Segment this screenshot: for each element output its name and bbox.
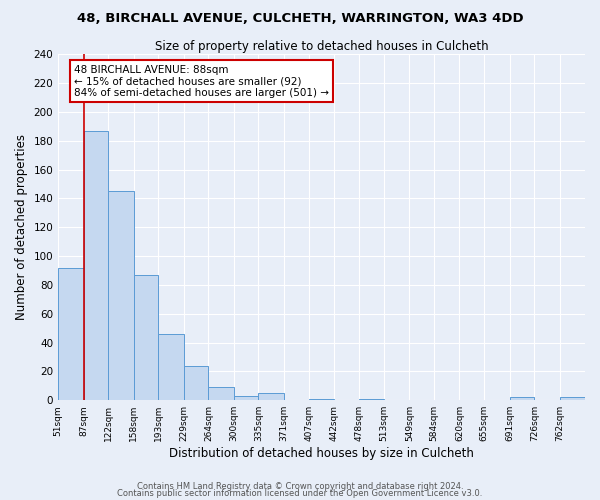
Bar: [509, 398, 534, 400]
Bar: [83, 130, 108, 400]
Text: Contains HM Land Registry data © Crown copyright and database right 2024.: Contains HM Land Registry data © Crown c…: [137, 482, 463, 491]
Bar: [158, 334, 184, 400]
Title: Size of property relative to detached houses in Culcheth: Size of property relative to detached ho…: [155, 40, 488, 53]
Bar: [259, 393, 284, 400]
Bar: [208, 387, 234, 400]
Bar: [184, 366, 208, 400]
Bar: [309, 399, 334, 400]
Bar: [560, 398, 585, 400]
Text: 48 BIRCHALL AVENUE: 88sqm
← 15% of detached houses are smaller (92)
84% of semi-: 48 BIRCHALL AVENUE: 88sqm ← 15% of detac…: [74, 64, 329, 98]
Bar: [359, 399, 384, 400]
Text: 48, BIRCHALL AVENUE, CULCHETH, WARRINGTON, WA3 4DD: 48, BIRCHALL AVENUE, CULCHETH, WARRINGTO…: [77, 12, 523, 26]
Bar: [108, 191, 134, 400]
X-axis label: Distribution of detached houses by size in Culcheth: Distribution of detached houses by size …: [169, 447, 474, 460]
Y-axis label: Number of detached properties: Number of detached properties: [15, 134, 28, 320]
Bar: [58, 268, 83, 400]
Text: Contains public sector information licensed under the Open Government Licence v3: Contains public sector information licen…: [118, 489, 482, 498]
Bar: [134, 275, 158, 400]
Bar: [234, 396, 259, 400]
